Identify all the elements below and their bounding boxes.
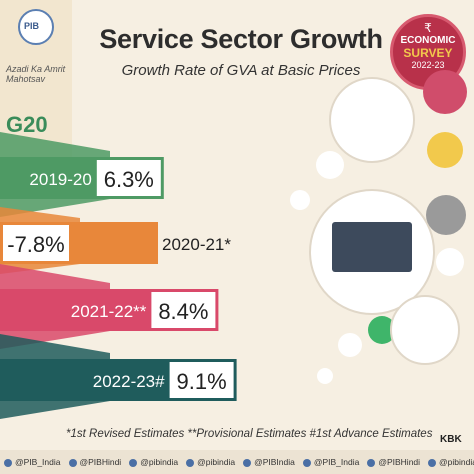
value-box [169, 362, 234, 398]
badge-line1: ECONOMIC [400, 35, 456, 46]
credit: KBK [440, 434, 462, 445]
logo-column: PIB Azadi Ka Amrit Mahotsav G20 [0, 0, 72, 160]
small-bubble-4 [338, 333, 362, 357]
small-bubble-3 [436, 248, 464, 276]
value-label: 6.3% [104, 167, 154, 192]
photo-bubble-1 [329, 77, 415, 163]
value-box [96, 160, 161, 196]
rupee-icon: ₹ [424, 21, 432, 35]
social-icon [243, 458, 252, 467]
gray-bubble [426, 195, 466, 235]
g20-logo: G20 [6, 106, 66, 152]
green-bubble [368, 316, 396, 344]
social-handle[interactable]: @pibindia [186, 457, 235, 467]
social-icon [4, 458, 12, 467]
decor-bubbles [290, 70, 467, 384]
bars-group: 2019-20 6.3% -7.8% 2020-21* 2021-22** 8.4% 202… [0, 132, 237, 419]
social-handle[interactable]: @PIBHindi [68, 457, 121, 467]
social-handle[interactable]: @pibindia [428, 457, 474, 467]
social-handle[interactable]: @PIB_India [302, 457, 359, 467]
pib-logo: PIB [6, 6, 66, 48]
small-bubble-1 [316, 151, 344, 179]
badge-line3: 2022-23 [411, 60, 445, 70]
social-icon [302, 458, 311, 467]
category-label: 2019-20 [29, 170, 91, 189]
social-icon [428, 458, 437, 467]
value-label: -7.8% [7, 232, 64, 257]
footnote: *1st Revised Estimates **Provisional Est… [66, 428, 433, 440]
value-box [151, 292, 216, 328]
yellow-bubble [427, 132, 463, 168]
small-bubble-5 [317, 368, 333, 384]
badge-line2: SURVEY [403, 46, 453, 60]
social-handle[interactable]: @pibindia [129, 457, 178, 467]
category-label: 2022-23# [93, 372, 165, 391]
category-label: 2021-22** [71, 302, 147, 321]
pink-bubble [423, 70, 467, 114]
laptop-icon [332, 222, 412, 272]
chart-subtitle: Growth Rate of GVA at Basic Prices [121, 62, 361, 79]
photo-bubble-3 [390, 295, 460, 365]
social-icon [367, 458, 376, 467]
azadi-logo-text: Azadi Ka Amrit Mahotsav [6, 64, 66, 84]
category-label: 2020-21* [162, 235, 231, 254]
social-icon [68, 458, 77, 467]
g20-logo-text: G20 [6, 112, 48, 137]
value-label: 8.4% [158, 299, 208, 324]
social-handle[interactable]: @PIBHindi [367, 457, 420, 467]
social-icon [186, 458, 195, 467]
value-box [3, 225, 69, 261]
chart-title: Service Sector Growth [99, 24, 383, 54]
social-icon [129, 458, 138, 467]
small-bubble-2 [290, 190, 310, 210]
azadi-logo: Azadi Ka Amrit Mahotsav [6, 56, 66, 100]
social-handle[interactable]: @PIB_India [4, 457, 61, 467]
social-handle[interactable]: @PIBIndia [243, 457, 295, 467]
value-label: 9.1% [177, 369, 227, 394]
social-bar: @PIB_India @PIBHindi @pibindia @pibindia @PI… [0, 450, 474, 474]
pib-logo-text: PIB [24, 21, 40, 31]
